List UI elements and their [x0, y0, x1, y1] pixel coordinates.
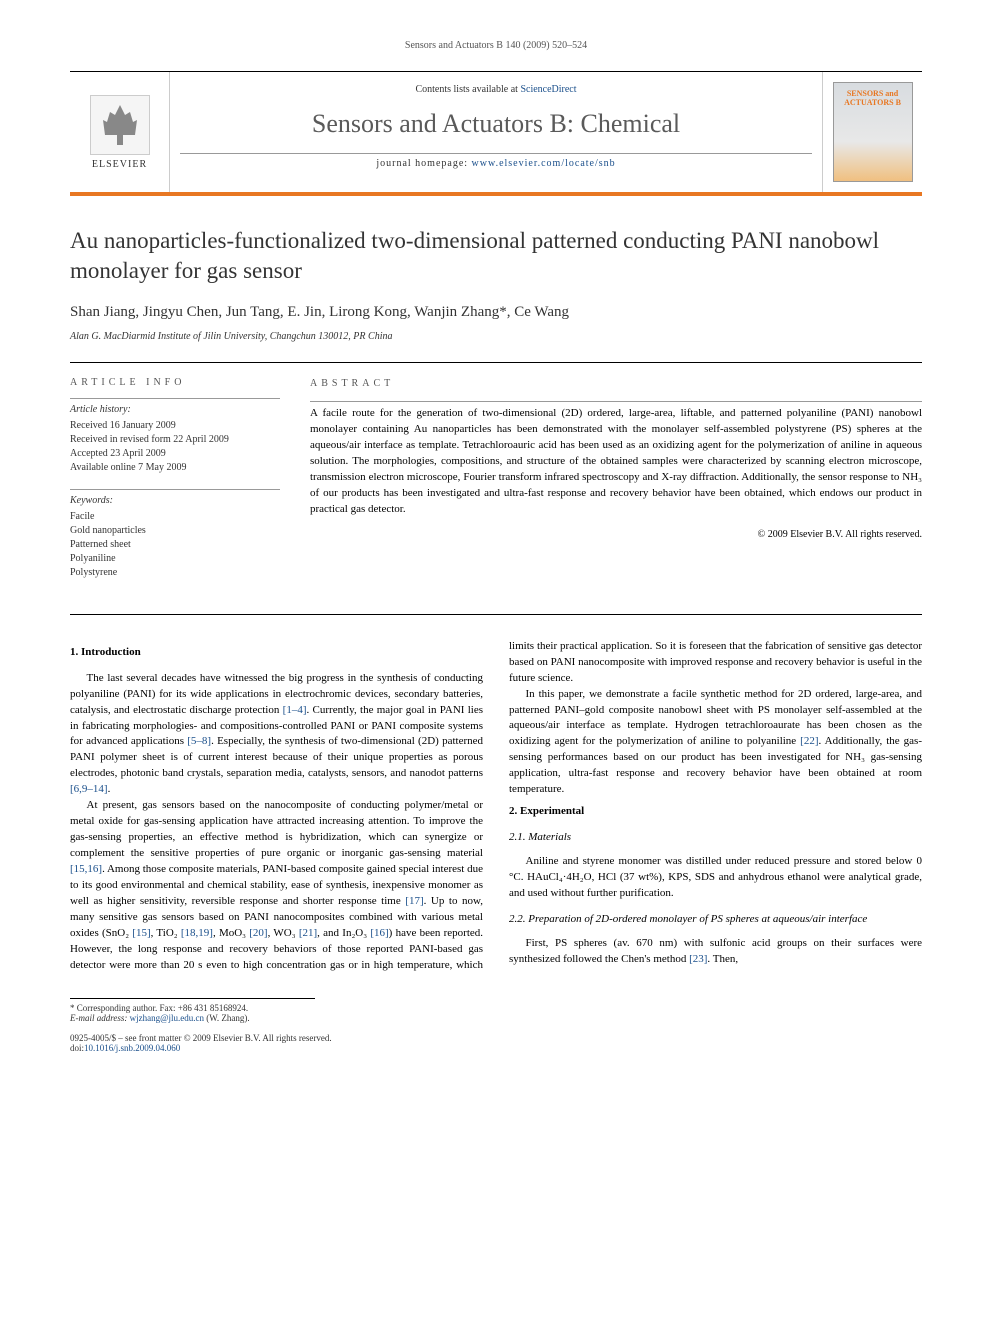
- article-info-column: article info Article history: Received 1…: [70, 377, 280, 594]
- keywords-label: Keywords:: [70, 494, 280, 508]
- ref-link[interactable]: [18,19]: [181, 927, 213, 939]
- page-container: Sensors and Actuators B 140 (2009) 520–5…: [0, 0, 992, 1083]
- ref-link[interactable]: [5–8]: [187, 735, 211, 747]
- text: , MoO₃: [213, 927, 249, 939]
- text: , and In₂O₃: [317, 927, 370, 939]
- footer-left: * Corresponding author. Fax: +86 431 851…: [70, 998, 479, 1053]
- ref-link[interactable]: [23]: [689, 953, 707, 965]
- abstract-text: A facile route for the generation of two…: [310, 406, 922, 518]
- homepage-prefix: journal homepage:: [376, 158, 471, 169]
- info-abstract-row: article info Article history: Received 1…: [70, 362, 922, 615]
- doi-label: doi:: [70, 1043, 84, 1053]
- ref-link[interactable]: [15]: [132, 927, 150, 939]
- running-header: Sensors and Actuators B 140 (2009) 520–5…: [70, 40, 922, 51]
- divider: [180, 153, 812, 154]
- copyright-line: © 2009 Elsevier B.V. All rights reserved…: [310, 528, 922, 543]
- contents-line: Contents lists available at ScienceDirec…: [180, 84, 812, 95]
- divider: [310, 401, 922, 402]
- article-title: Au nanoparticles-functionalized two-dime…: [70, 226, 922, 286]
- contents-prefix: Contents lists available at: [415, 84, 520, 95]
- issn-line: 0925-4005/$ – see front matter © 2009 El…: [70, 1033, 479, 1043]
- keyword: Facile: [70, 510, 280, 524]
- intro-p3: In this paper, we demonstrate a facile s…: [509, 687, 922, 799]
- text: .: [108, 783, 111, 795]
- intro-p1: The last several decades have witnessed …: [70, 671, 483, 799]
- homepage-line: journal homepage: www.elsevier.com/locat…: [180, 158, 812, 169]
- divider: [70, 489, 280, 490]
- section-heading-2: 2. Experimental: [509, 804, 922, 820]
- journal-cover-thumb: SENSORS and ACTUATORS B: [833, 82, 913, 182]
- ref-link[interactable]: [16]: [370, 927, 388, 939]
- prep-p1: First, PS spheres (av. 670 nm) with sulf…: [509, 936, 922, 968]
- keyword: Polystyrene: [70, 566, 280, 580]
- email-link[interactable]: wjzhang@jlu.edu.cn: [130, 1013, 204, 1023]
- ref-link[interactable]: [22]: [800, 735, 818, 747]
- journal-name: Sensors and Actuators B: Chemical: [180, 109, 812, 139]
- ref-link[interactable]: [20]: [249, 927, 267, 939]
- footer-block: * Corresponding author. Fax: +86 431 851…: [70, 998, 922, 1053]
- email-line: E-mail address: wjzhang@jlu.edu.cn (W. Z…: [70, 1013, 315, 1023]
- homepage-link[interactable]: www.elsevier.com/locate/snb: [472, 158, 616, 169]
- history-item: Accepted 23 April 2009: [70, 447, 280, 461]
- text: , TiO₂: [151, 927, 181, 939]
- keyword: Patterned sheet: [70, 538, 280, 552]
- text: . Then,: [707, 953, 738, 965]
- keyword: Polyaniline: [70, 552, 280, 566]
- elsevier-tree-icon: [90, 95, 150, 155]
- doi-link[interactable]: 10.1016/j.snb.2009.04.060: [84, 1043, 180, 1053]
- article-info-heading: article info: [70, 377, 280, 388]
- affiliation: Alan G. MacDiarmid Institute of Jilin Un…: [70, 331, 922, 342]
- subsection-heading-21: 2.1. Materials: [509, 830, 922, 846]
- history-label: Article history:: [70, 403, 280, 417]
- authors-line: Shan Jiang, Jingyu Chen, Jun Tang, E. Ji…: [70, 304, 922, 321]
- body-columns: 1. Introduction The last several decades…: [70, 639, 922, 974]
- history-item: Available online 7 May 2009: [70, 461, 280, 475]
- abstract-column: abstract A facile route for the generati…: [310, 377, 922, 594]
- ref-link[interactable]: [15,16]: [70, 863, 102, 875]
- masthead: ELSEVIER Contents lists available at Sci…: [70, 71, 922, 196]
- history-item: Received 16 January 2009: [70, 419, 280, 433]
- ref-link[interactable]: [6,9–14]: [70, 783, 108, 795]
- corresponding-author: * Corresponding author. Fax: +86 431 851…: [70, 998, 315, 1023]
- masthead-center: Contents lists available at ScienceDirec…: [170, 72, 822, 192]
- materials-p1: Aniline and styrene monomer was distille…: [509, 854, 922, 902]
- abstract-heading: abstract: [310, 377, 922, 392]
- text: , WO₃: [268, 927, 299, 939]
- publisher-block: ELSEVIER: [70, 72, 170, 192]
- ref-link[interactable]: [17]: [405, 895, 423, 907]
- email-label: E-mail address:: [70, 1013, 130, 1023]
- subsection-heading-22: 2.2. Preparation of 2D-ordered monolayer…: [509, 912, 922, 928]
- doi-line: doi:10.1016/j.snb.2009.04.060: [70, 1043, 479, 1053]
- ref-link[interactable]: [21]: [299, 927, 317, 939]
- publisher-label: ELSEVIER: [92, 159, 147, 170]
- ref-link[interactable]: [1–4]: [283, 704, 307, 716]
- history-block: Article history: Received 16 January 200…: [70, 403, 280, 475]
- text: At present, gas sensors based on the nan…: [70, 799, 483, 859]
- corr-label: * Corresponding author. Fax: +86 431 851…: [70, 1003, 315, 1013]
- sciencedirect-link[interactable]: ScienceDirect: [520, 84, 576, 95]
- keywords-block: Keywords: Facile Gold nanoparticles Patt…: [70, 494, 280, 580]
- divider: [70, 398, 280, 399]
- keyword: Gold nanoparticles: [70, 524, 280, 538]
- history-item: Received in revised form 22 April 2009: [70, 433, 280, 447]
- cover-block: SENSORS and ACTUATORS B: [822, 72, 922, 192]
- section-heading-1: 1. Introduction: [70, 645, 483, 661]
- email-suffix: (W. Zhang).: [204, 1013, 250, 1023]
